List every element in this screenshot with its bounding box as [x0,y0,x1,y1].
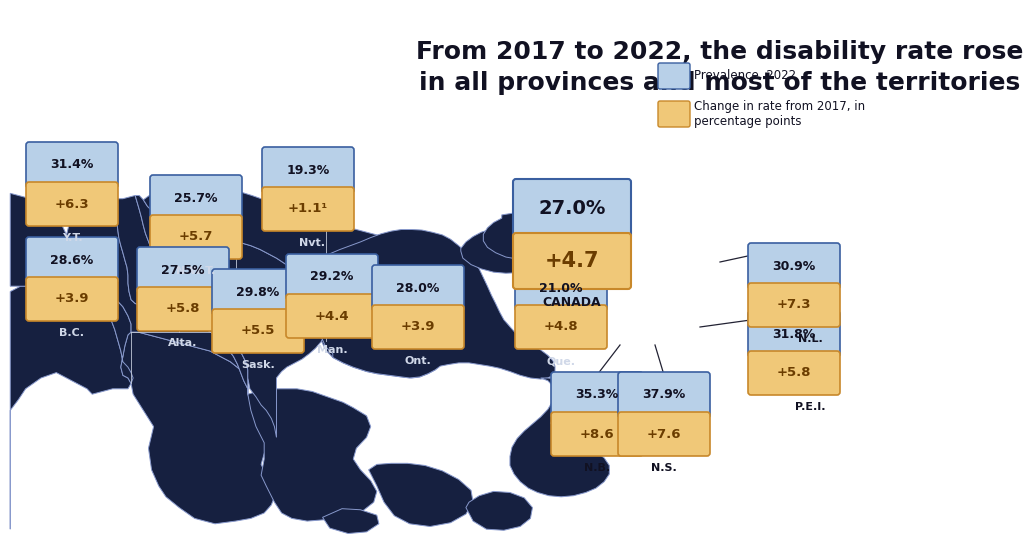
Text: 25.7%: 25.7% [174,192,218,205]
Text: Sask.: Sask. [241,360,274,370]
FancyBboxPatch shape [513,233,631,289]
FancyBboxPatch shape [515,265,607,311]
Text: +4.7: +4.7 [545,251,599,271]
FancyBboxPatch shape [150,175,242,221]
FancyBboxPatch shape [748,351,840,395]
Text: Ont.: Ont. [404,356,431,366]
Polygon shape [466,491,532,530]
FancyBboxPatch shape [658,101,690,127]
Polygon shape [10,193,133,383]
Text: Prevalence, 2022: Prevalence, 2022 [694,70,796,83]
FancyBboxPatch shape [748,311,840,357]
FancyBboxPatch shape [618,372,710,418]
Polygon shape [143,186,463,378]
Polygon shape [135,195,328,437]
Polygon shape [559,264,592,278]
Text: 21.0%: 21.0% [540,281,583,294]
Text: +4.4: +4.4 [314,309,349,322]
Text: 27.5%: 27.5% [161,264,205,276]
FancyBboxPatch shape [150,215,242,259]
FancyBboxPatch shape [26,182,118,226]
FancyBboxPatch shape [26,142,118,188]
Text: Y.T.: Y.T. [61,233,82,243]
Text: +1.1¹: +1.1¹ [288,202,328,215]
Text: B.C.: B.C. [59,328,85,338]
Text: N.L.: N.L. [798,334,822,344]
Text: 31.8%: 31.8% [772,327,816,341]
FancyBboxPatch shape [137,247,229,293]
Text: 29.8%: 29.8% [237,286,280,299]
Polygon shape [67,192,248,394]
FancyBboxPatch shape [212,309,304,353]
FancyBboxPatch shape [137,287,229,331]
FancyBboxPatch shape [515,305,607,349]
Polygon shape [551,386,643,441]
FancyBboxPatch shape [286,294,378,338]
Text: 30.9%: 30.9% [772,260,816,273]
Text: 19.3%: 19.3% [287,164,330,177]
Text: N.B.: N.B. [584,463,610,473]
FancyBboxPatch shape [26,237,118,283]
FancyBboxPatch shape [262,147,354,193]
Text: N.S.: N.S. [651,463,677,473]
Text: 28.0%: 28.0% [396,281,439,294]
Polygon shape [461,226,555,273]
Polygon shape [323,509,379,534]
FancyBboxPatch shape [513,179,631,239]
Text: +5.8: +5.8 [166,302,201,315]
Polygon shape [115,195,248,389]
Text: 29.2%: 29.2% [310,271,353,284]
FancyBboxPatch shape [748,283,840,327]
Text: +7.3: +7.3 [777,299,811,312]
Polygon shape [311,230,555,379]
Text: Alta.: Alta. [168,338,198,348]
Text: Man.: Man. [316,345,347,355]
Polygon shape [248,389,377,521]
Text: 35.3%: 35.3% [575,388,618,402]
Text: +4.8: +4.8 [544,321,579,334]
FancyBboxPatch shape [748,243,840,289]
FancyBboxPatch shape [372,265,464,311]
FancyBboxPatch shape [658,63,690,89]
Polygon shape [483,213,569,259]
Text: +8.6: +8.6 [580,428,614,441]
FancyBboxPatch shape [551,412,643,456]
Text: From 2017 to 2022, the disability rate rose
in all provinces and most of the ter: From 2017 to 2022, the disability rate r… [417,40,1024,94]
Polygon shape [121,332,274,524]
FancyBboxPatch shape [618,412,710,456]
Text: 27.0%: 27.0% [539,199,605,219]
Text: +5.8: +5.8 [777,367,811,380]
FancyBboxPatch shape [262,187,354,231]
Polygon shape [10,286,133,529]
Text: +5.7: +5.7 [179,231,213,244]
Text: 31.4%: 31.4% [50,159,93,172]
Text: 28.6%: 28.6% [50,253,93,267]
FancyBboxPatch shape [26,277,118,321]
FancyBboxPatch shape [372,305,464,349]
Polygon shape [510,378,609,497]
Text: Change in rate from 2017, in
percentage points: Change in rate from 2017, in percentage … [694,100,865,128]
Polygon shape [369,463,473,526]
Text: +5.5: +5.5 [241,325,275,338]
Text: 37.9%: 37.9% [642,388,686,402]
Text: CANADA: CANADA [543,296,601,309]
Text: +7.6: +7.6 [647,428,681,441]
FancyBboxPatch shape [212,269,304,315]
Text: Que.: Que. [547,356,575,366]
Text: +3.9: +3.9 [400,321,435,334]
Text: +3.9: +3.9 [54,293,89,306]
FancyBboxPatch shape [286,254,378,300]
Text: P.E.I.: P.E.I. [795,402,825,412]
FancyBboxPatch shape [551,372,643,418]
Text: Nvt.: Nvt. [299,238,325,248]
Text: N.W.T.: N.W.T. [176,266,216,276]
Text: +6.3: +6.3 [54,198,89,211]
